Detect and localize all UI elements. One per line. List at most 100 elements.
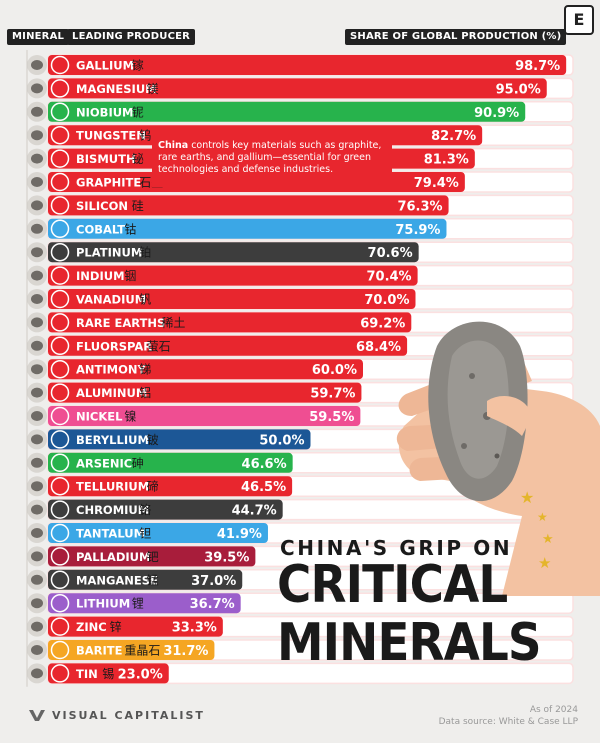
mineral-rock-icon: [31, 364, 43, 375]
flag-icon: [50, 640, 70, 660]
mineral-chinese-label: 钽: [139, 527, 151, 541]
mineral-label: RARE EARTHS: [76, 316, 165, 330]
mineral-chinese-label: 钴: [124, 221, 136, 236]
mineral-rock-icon: [31, 481, 43, 492]
mineral-label: MAGNESIUM: [76, 82, 157, 96]
mineral-rock-icon: [31, 223, 43, 234]
mineral-label: TIN: [76, 667, 98, 681]
value-label: 76.3%: [397, 199, 442, 214]
mineral-label: PALLADIUM: [76, 550, 150, 564]
mineral-rock-icon: [31, 621, 43, 632]
thumb-over-rock: [487, 396, 532, 436]
title-critical: CRITICAL: [277, 555, 508, 615]
title-minerals: MINERALS: [277, 613, 542, 673]
mineral-label: CHROMIUM: [76, 503, 149, 517]
mineral-chinese-label: 砷: [132, 456, 144, 470]
flag-icon: [50, 593, 70, 613]
flag-icon: [50, 359, 70, 379]
mineral-rock-icon: [31, 106, 43, 117]
mineral-rock-icon: [31, 668, 43, 679]
bar-palladium: [48, 546, 256, 567]
publisher-badge: E: [564, 5, 594, 35]
bar-barite: [48, 640, 215, 660]
bar-silicon: [48, 195, 449, 216]
mineral-rock-icon: [31, 317, 43, 328]
data-source-text: Data source: White & Case LLP: [438, 717, 578, 727]
mineral-chinese-label: 铌: [132, 105, 144, 119]
star-icon: ★: [537, 510, 548, 524]
mineral-rock-icon: [31, 177, 43, 187]
mineral-label: FLUORSPAR: [76, 339, 152, 353]
mineral-chinese-label: 铂: [139, 245, 151, 260]
mineral-label: COBALT: [76, 222, 125, 236]
mineral-label: BARITE: [76, 644, 123, 658]
bar-arsenic: [48, 452, 293, 473]
value-label: 46.5%: [241, 480, 286, 495]
flag-icon: [50, 172, 70, 192]
flag-icon: [50, 79, 70, 98]
mineral-rock-icon: [31, 247, 43, 258]
mineral-chinese-label: 硅: [132, 199, 144, 213]
mineral-chinese-label: 铬: [139, 502, 151, 517]
bar-beryllium: [48, 429, 311, 450]
mineral-rock-icon: [31, 434, 43, 445]
mineral-rock-icon: [31, 457, 43, 468]
flag-icon: [50, 547, 70, 566]
value-label: 70.6%: [368, 246, 413, 261]
bar-magnesium: [48, 78, 547, 99]
value-label: 23.0%: [118, 667, 163, 682]
value-label: 36.7%: [190, 597, 235, 612]
mineral-rock-icon: [31, 645, 43, 655]
star-icon: ★: [520, 488, 534, 507]
flag-icon: [50, 313, 70, 332]
header-mineral: MINERAL: [7, 29, 70, 45]
flag-icon: [50, 383, 70, 402]
value-label: 75.9%: [395, 223, 440, 238]
value-label: 69.2%: [360, 316, 405, 331]
annotation-text: controls key materials such as graphite,…: [158, 140, 382, 175]
flag-icon: [50, 266, 70, 285]
bar-vanadium: [48, 289, 416, 309]
mineral-label: NIOBIUM: [76, 105, 134, 119]
mineral-rock-icon: [31, 551, 43, 562]
mineral-label: TELLURIUM: [76, 480, 149, 494]
flag-icon: [50, 523, 70, 543]
mineral-chinese-label: 铝: [139, 385, 151, 400]
mineral-rock-icon: [31, 411, 43, 421]
mineral-label: ARSENIC: [76, 456, 132, 470]
mineral-chinese-label: 锰: [147, 572, 159, 587]
mineral-label: MANGANESE: [76, 573, 158, 587]
bar-rare-earths: [48, 312, 412, 333]
mineral-rock-icon: [31, 598, 43, 609]
mineral-rock-icon: [31, 574, 43, 585]
mineral-label: BERYLLIUM: [76, 433, 149, 447]
mineral-chinese-label: 钨: [139, 128, 151, 143]
bar-lithium: [48, 593, 241, 614]
bar-platinum: [48, 242, 419, 263]
flag-icon: [50, 453, 70, 473]
mineral-label: LITHIUM: [76, 597, 130, 611]
header-share: SHARE OF GLOBAL PRODUCTION (%): [345, 29, 567, 45]
star-icon: ★: [538, 554, 551, 572]
value-label: 90.9%: [474, 106, 519, 121]
value-label: 95.0%: [496, 82, 541, 97]
mineral-chinese-label: 萤石: [147, 339, 171, 353]
value-label: 70.4%: [366, 270, 411, 285]
mineral-label: TANTALUM: [76, 527, 145, 541]
value-label: 98.7%: [515, 59, 560, 74]
value-label: 33.3%: [172, 621, 217, 636]
value-label: 68.4%: [356, 340, 401, 355]
mineral-rock-icon: [31, 528, 43, 538]
bar-aluminum: [48, 382, 362, 403]
value-label: 46.6%: [242, 457, 287, 472]
value-label: 79.4%: [414, 176, 459, 191]
value-label: 60.0%: [312, 363, 357, 378]
mineral-rock-icon: [31, 200, 43, 211]
mineral-rock-icon: [31, 504, 43, 515]
mineral-chinese-label: 镓: [132, 58, 144, 73]
bar-zinc: [48, 616, 223, 637]
bar-cobalt: [48, 218, 447, 239]
bar-tantalum: [48, 523, 268, 543]
flag-icon: [50, 570, 70, 590]
mineral-label: ANTIMONY: [76, 363, 146, 377]
